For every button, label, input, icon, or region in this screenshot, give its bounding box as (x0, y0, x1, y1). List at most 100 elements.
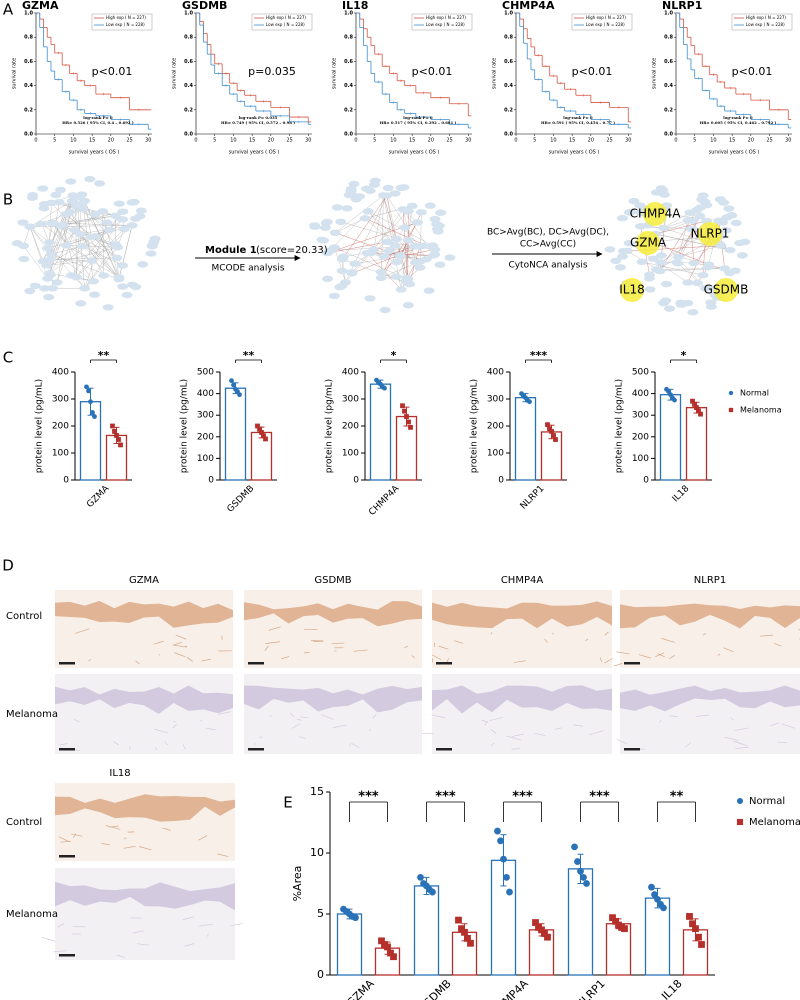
network-node (137, 261, 149, 268)
x-axis-label: survival years ( OS ) (69, 150, 120, 156)
ihc-texture (404, 645, 409, 649)
network-node (94, 180, 106, 187)
ihc-texture (585, 638, 589, 641)
network-node (112, 244, 124, 251)
network-edge (678, 245, 722, 258)
hub-highlight (714, 278, 738, 302)
ihc-texture (333, 724, 347, 728)
network-node (650, 266, 662, 273)
data-point (549, 429, 554, 434)
x-tick-label: 30 (625, 138, 631, 144)
data-point (494, 827, 501, 835)
x-tick-label: 5 (213, 138, 216, 144)
network-node (368, 181, 380, 188)
data-point (660, 904, 667, 912)
network-node (365, 249, 377, 257)
significance: *** (435, 790, 456, 805)
y-tick-label: 0.6 (24, 59, 33, 65)
ihc-texture (280, 656, 290, 660)
network-edge (401, 205, 413, 290)
panel-label: A (3, 1, 14, 19)
hub-label: GSDMB (704, 283, 749, 297)
network-node (130, 215, 142, 222)
data-point (90, 410, 95, 415)
network-edge (400, 249, 435, 257)
network-node (341, 205, 353, 212)
network-edge (47, 229, 110, 249)
panel-label: B (3, 191, 13, 209)
network-edge (655, 220, 707, 235)
network-node (349, 260, 361, 267)
chart-title: CHMP4A (502, 0, 555, 12)
data-point (464, 935, 471, 942)
bar (224, 387, 247, 481)
ihc-texture (489, 716, 503, 721)
bar (659, 394, 682, 481)
network-node (42, 245, 54, 252)
network-node (398, 184, 410, 191)
ihc-texture (769, 722, 780, 727)
y-tick-label: 10 (310, 846, 324, 859)
ihc-texture (313, 640, 324, 643)
chart-title: GZMA (22, 0, 59, 12)
ihc-texture (773, 642, 782, 647)
network-node (135, 207, 147, 214)
network-edge (74, 229, 119, 280)
y-tick-label: 1.0 (344, 11, 353, 17)
ihc-texture (300, 716, 308, 719)
network-edge (23, 245, 48, 279)
ihc-texture (511, 748, 521, 750)
network-node (697, 192, 709, 199)
ihc-texture (123, 837, 127, 840)
ihc-image (432, 590, 612, 668)
data-point (696, 408, 701, 414)
y-tick-label: 0.0 (184, 132, 193, 138)
y-axis-label: protein level (pg/mL) (470, 379, 480, 473)
scale-bar (59, 855, 75, 858)
data-point (378, 937, 385, 945)
network-node (703, 261, 715, 268)
y-axis-label: protein level (pg/mL) (180, 379, 190, 473)
network-node (697, 271, 709, 279)
x-axis-label: survival years ( OS ) (229, 150, 280, 156)
ihc-texture (702, 632, 707, 636)
p-value: p<0.01 (412, 65, 453, 78)
network-node (29, 282, 41, 290)
network-node (362, 208, 374, 215)
x-tick-label: 5 (53, 138, 56, 144)
bar (369, 383, 392, 481)
network-edge (59, 202, 108, 223)
ihc-epidermis (55, 685, 233, 714)
network-text: CytoNCA analysis (508, 261, 587, 271)
legend-marker (728, 390, 734, 396)
network-node (145, 250, 157, 257)
network-node (675, 299, 687, 307)
network-node (149, 235, 161, 242)
network-edge (76, 197, 85, 289)
x-tick-label: 25 (766, 138, 772, 144)
network-edge (71, 211, 123, 276)
ihc-epidermis (244, 685, 422, 713)
significance: *** (512, 790, 533, 805)
x-tick-label: 20 (428, 138, 434, 144)
y-tick-label: 400 (632, 389, 649, 399)
x-tick-label: 25 (286, 138, 292, 144)
row-label: Melanoma (6, 909, 58, 920)
network-edge (82, 246, 120, 278)
legend-label: High exp ( N = 227) (746, 15, 786, 20)
stat-text: log-rank P= 0 (563, 115, 593, 120)
data-point (651, 891, 658, 898)
ihc-texture (113, 741, 119, 746)
ihc-texture (669, 715, 679, 717)
y-tick-label: 0.8 (344, 35, 353, 41)
y-tick-label: 0.4 (24, 83, 33, 89)
legend-label: Normal (740, 389, 769, 398)
network-node (433, 222, 445, 229)
hub-label: CHMP4A (630, 207, 682, 221)
x-tick-label: 0 (194, 138, 197, 144)
network-node (348, 180, 360, 188)
y-tick-label: 200 (632, 432, 649, 442)
ihc-texture (73, 833, 77, 838)
ihc-texture (296, 719, 302, 721)
ihc-texture (116, 954, 125, 958)
